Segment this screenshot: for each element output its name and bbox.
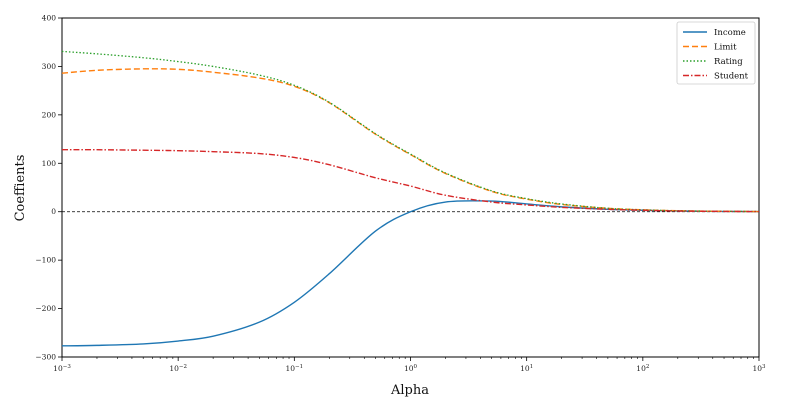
series-line-income <box>61 200 760 347</box>
series-lines <box>61 50 760 347</box>
x-tick-base: 10 <box>404 364 414 373</box>
x-tick-label: 102 <box>636 364 649 373</box>
y-tick-label: 100 <box>42 159 57 168</box>
series-line-student <box>61 148 760 213</box>
series-line-limit <box>61 68 760 213</box>
y-tick-label: −100 <box>35 256 56 265</box>
x-tick-label: 103 <box>752 364 766 373</box>
legend-label-income: Income <box>714 28 746 38</box>
x-tick-exponent: −1 <box>295 364 303 370</box>
legend-label-limit: Limit <box>714 43 737 53</box>
y-tick-label: 200 <box>42 110 57 119</box>
y-tick-label: 0 <box>51 207 56 216</box>
x-tick-exponent: 1 <box>530 364 534 370</box>
x-axis: 10−3 10−2 10−1 100 101 102 103 <box>53 357 766 373</box>
x-tick-exponent: 3 <box>762 364 766 370</box>
y-axis-title: Coeffients <box>13 155 28 222</box>
legend: Income Limit Rating Student <box>676 21 756 85</box>
x-tick-base: 10 <box>53 364 63 373</box>
x-tick-base: 10 <box>520 364 530 373</box>
legend-label-rating: Rating <box>714 57 743 67</box>
x-tick-label: 100 <box>404 364 418 373</box>
x-tick-label: 10−3 <box>53 364 71 373</box>
x-tick-base: 10 <box>752 364 762 373</box>
y-axis: −300 −200 −100 0 100 200 300 400 <box>35 14 62 362</box>
x-tick-base: 10 <box>169 364 179 373</box>
y-tick-label: −200 <box>35 304 56 313</box>
x-tick-exponent: −2 <box>179 364 187 370</box>
x-axis-title: Alpha <box>390 383 429 398</box>
x-tick-label: 10−2 <box>169 364 187 373</box>
x-tick-exponent: −3 <box>63 364 72 370</box>
legend-box <box>676 21 756 85</box>
series-line-rating <box>61 50 760 213</box>
y-tick-label: −300 <box>35 353 56 362</box>
x-tick-base: 10 <box>286 364 296 373</box>
legend-label-student: Student <box>714 72 749 82</box>
y-tick-label: 400 <box>42 14 57 23</box>
x-tick-label: 10−1 <box>286 364 304 373</box>
x-tick-exponent: 2 <box>646 364 650 370</box>
x-tick-base: 10 <box>636 364 646 373</box>
x-tick-label: 101 <box>520 364 533 373</box>
y-tick-label: 300 <box>42 62 57 71</box>
x-tick-exponent: 0 <box>414 364 418 370</box>
